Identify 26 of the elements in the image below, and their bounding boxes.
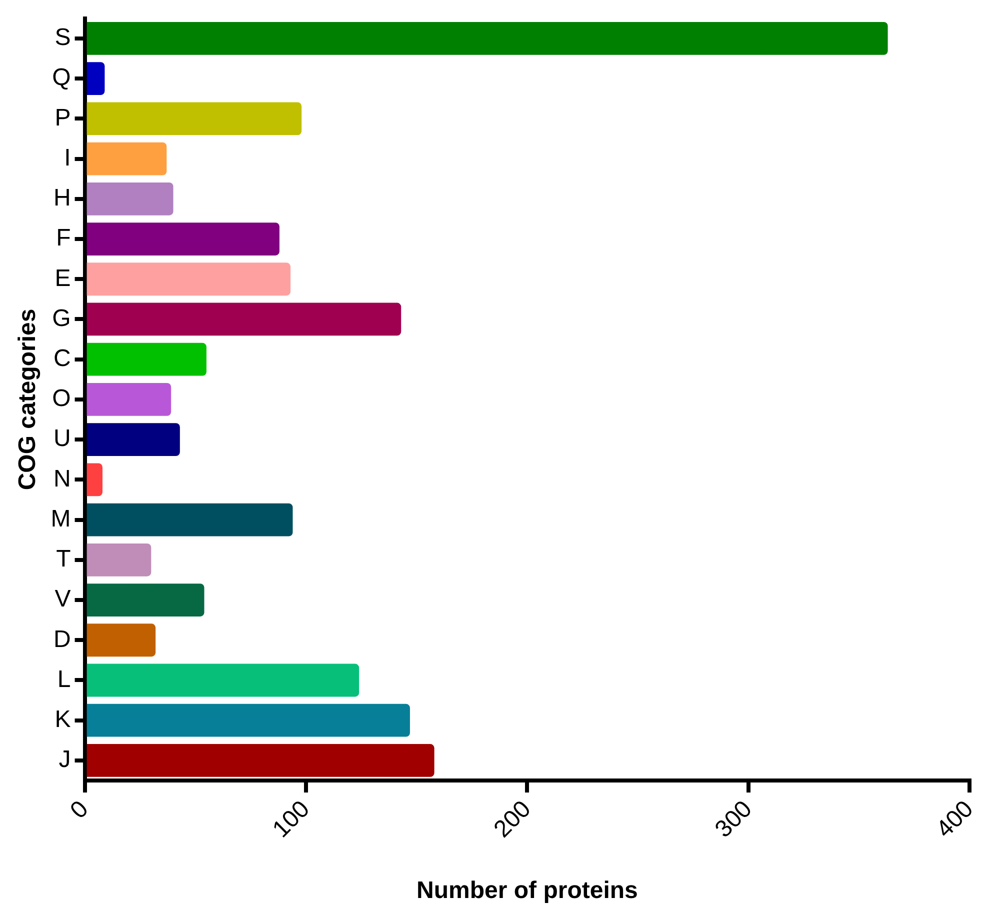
y-tick-label: H [53, 184, 71, 212]
x-tick-label: 200 [488, 796, 536, 843]
y-tick-label: L [57, 666, 71, 693]
y-axis-title: COG categories [14, 308, 42, 490]
y-tick-label: K [54, 706, 71, 733]
y-tick-label: Q [52, 64, 71, 92]
y-tick-label: O [52, 385, 71, 412]
x-tick-label: 100 [268, 796, 315, 843]
x-axis-title: Number of proteins [416, 877, 638, 904]
y-tick-label: J [58, 746, 71, 774]
y-tick-label: N [53, 465, 71, 492]
x-tick-label: 0 [65, 796, 94, 824]
y-tick-label: E [54, 264, 71, 292]
y-tick-label: U [53, 425, 71, 452]
y-tick-label: C [53, 344, 71, 372]
y-tick-label: P [54, 104, 71, 132]
y-tick-label: F [56, 224, 71, 252]
y-tick-label: M [50, 505, 71, 532]
y-tick-label: T [56, 546, 72, 573]
y-tick-label: G [52, 304, 71, 332]
y-tick-label: S [54, 24, 71, 52]
y-tick-label: D [53, 626, 71, 653]
x-tick-label: 400 [931, 796, 979, 843]
y-tick-label: V [54, 586, 71, 613]
y-tick-label: I [64, 144, 71, 172]
x-tick-label: 300 [710, 796, 758, 843]
